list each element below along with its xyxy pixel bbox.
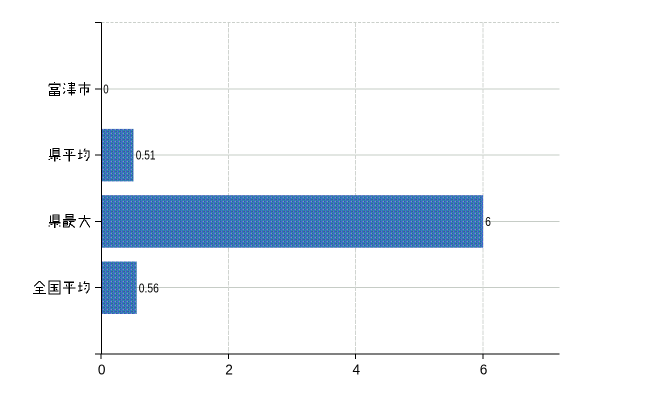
svg-text:0.56: 0.56: [139, 280, 159, 295]
svg-text:0.51: 0.51: [136, 147, 156, 162]
svg-text:2: 2: [225, 363, 233, 379]
svg-text:6: 6: [485, 214, 491, 229]
svg-text:4: 4: [353, 363, 361, 379]
svg-text:0: 0: [98, 363, 106, 379]
svg-text:0: 0: [103, 81, 108, 96]
svg-text:6: 6: [480, 363, 488, 379]
